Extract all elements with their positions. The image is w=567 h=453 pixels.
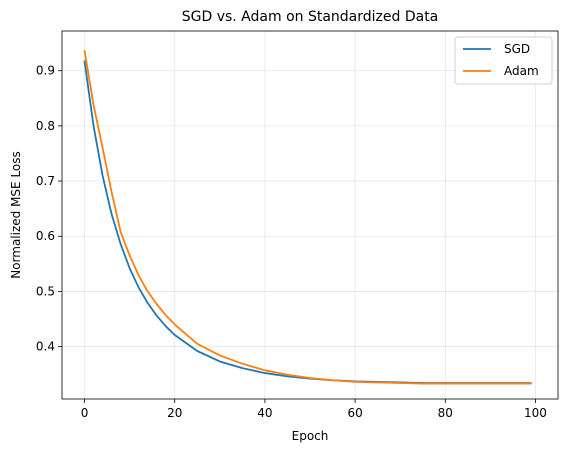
x-axis-label: Epoch: [292, 429, 329, 443]
x-tick-label: 80: [438, 406, 453, 420]
y-axis-label: Normalized MSE Loss: [9, 151, 23, 279]
plot-frame: [61, 30, 559, 400]
legend-label-adam: Adam: [504, 64, 539, 78]
plot-lines: [83, 49, 532, 385]
x-tick-label: 0: [81, 406, 89, 420]
y-tick-label: 0.5: [36, 284, 55, 298]
x-tick-label: 100: [524, 406, 547, 420]
y-tick-label: 0.4: [36, 340, 55, 354]
y-tick-label: 0.6: [36, 229, 55, 243]
series-line-adam: [83, 49, 532, 385]
axis-ticks: 0 20 40 60 80 100 0.4 0.5 0.6 0.7 0.8 0.9: [36, 64, 547, 420]
y-tick-label: 0.9: [36, 64, 55, 78]
chart-title: SGD vs. Adam on Standardized Data: [182, 9, 439, 25]
y-tick-label: 0.8: [36, 119, 55, 133]
x-tick-label: 40: [257, 406, 272, 420]
x-tick-label: 20: [167, 406, 182, 420]
grid: [62, 31, 558, 399]
legend-label-sgd: SGD: [504, 42, 530, 56]
legend: SGD Adam: [454, 36, 553, 85]
y-tick-label: 0.7: [36, 174, 55, 188]
x-tick-label: 60: [347, 406, 362, 420]
